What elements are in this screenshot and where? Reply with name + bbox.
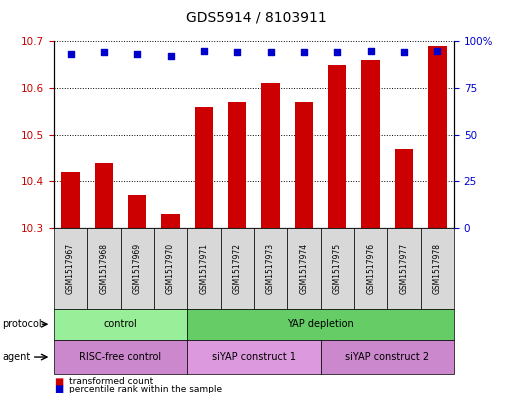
Bar bbox=[62, 172, 80, 228]
Bar bbox=[395, 149, 413, 228]
Text: transformed count: transformed count bbox=[69, 378, 153, 386]
Text: percentile rank within the sample: percentile rank within the sample bbox=[69, 385, 222, 393]
Text: siYAP construct 1: siYAP construct 1 bbox=[212, 352, 296, 362]
Bar bbox=[95, 163, 113, 228]
Point bbox=[366, 48, 374, 54]
Text: protocol: protocol bbox=[3, 319, 42, 329]
Point bbox=[300, 49, 308, 55]
Bar bbox=[295, 102, 313, 228]
Point bbox=[133, 51, 141, 57]
Text: ■: ■ bbox=[54, 377, 63, 387]
Text: GSM1517974: GSM1517974 bbox=[300, 242, 308, 294]
Point bbox=[233, 49, 241, 55]
Bar bbox=[195, 107, 213, 228]
Text: GSM1517975: GSM1517975 bbox=[333, 242, 342, 294]
Point bbox=[100, 49, 108, 55]
Bar bbox=[362, 60, 380, 228]
Point bbox=[266, 49, 274, 55]
Text: GSM1517969: GSM1517969 bbox=[133, 242, 142, 294]
Point bbox=[166, 53, 174, 59]
Text: GSM1517976: GSM1517976 bbox=[366, 242, 375, 294]
Text: GSM1517973: GSM1517973 bbox=[266, 242, 275, 294]
Point bbox=[433, 48, 441, 54]
Point bbox=[200, 48, 208, 54]
Text: RISC-free control: RISC-free control bbox=[80, 352, 162, 362]
Text: GSM1517977: GSM1517977 bbox=[400, 242, 408, 294]
Text: GDS5914 / 8103911: GDS5914 / 8103911 bbox=[186, 11, 327, 25]
Text: GSM1517971: GSM1517971 bbox=[200, 243, 208, 294]
Text: GSM1517978: GSM1517978 bbox=[433, 243, 442, 294]
Text: GSM1517968: GSM1517968 bbox=[100, 243, 108, 294]
Point bbox=[400, 49, 408, 55]
Bar bbox=[128, 195, 146, 228]
Text: control: control bbox=[104, 319, 137, 329]
Point bbox=[333, 49, 341, 55]
Bar bbox=[228, 102, 246, 228]
Point bbox=[66, 51, 74, 57]
Text: YAP depletion: YAP depletion bbox=[287, 319, 354, 329]
Bar bbox=[262, 83, 280, 228]
Bar bbox=[162, 214, 180, 228]
Text: GSM1517970: GSM1517970 bbox=[166, 242, 175, 294]
Bar bbox=[428, 46, 446, 228]
Text: ■: ■ bbox=[54, 384, 63, 393]
Bar bbox=[328, 64, 346, 228]
Text: siYAP construct 2: siYAP construct 2 bbox=[345, 352, 429, 362]
Text: agent: agent bbox=[3, 352, 31, 362]
Text: GSM1517972: GSM1517972 bbox=[233, 243, 242, 294]
Text: GSM1517967: GSM1517967 bbox=[66, 242, 75, 294]
